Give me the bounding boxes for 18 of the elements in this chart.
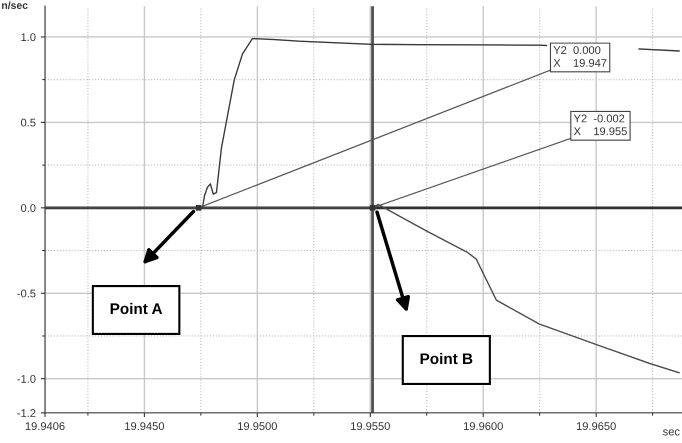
x-tick-label: 19.9550 <box>351 422 390 430</box>
x-axis-title: sec <box>662 429 680 436</box>
x-tick-label: 19.9600 <box>464 422 503 430</box>
y-tick-label: 1.0 <box>21 33 36 42</box>
y-tick-label: 0.5 <box>20 118 36 127</box>
y-axis-title: n/sec <box>2 1 28 10</box>
y-tick-label: -0.5 <box>17 290 36 298</box>
x-tick-label: 19.9450 <box>125 422 164 430</box>
annotation: Point A <box>110 302 162 314</box>
y-tick-label: 0.0 <box>20 204 36 212</box>
annotation: Point B <box>420 352 472 364</box>
y-tick-label: -1.0 <box>17 374 36 383</box>
x-tick-label: 19.9406 <box>26 422 65 430</box>
annotation: Y2 0.000 X 19.947 <box>553 46 606 67</box>
x-tick-label: 19.9650 <box>576 422 616 430</box>
annotation: Y2 -0.002 X 19.955 <box>574 114 627 136</box>
x-tick-label: 19.9500 <box>238 422 277 430</box>
y-tick-label: -1.2 <box>17 409 36 417</box>
